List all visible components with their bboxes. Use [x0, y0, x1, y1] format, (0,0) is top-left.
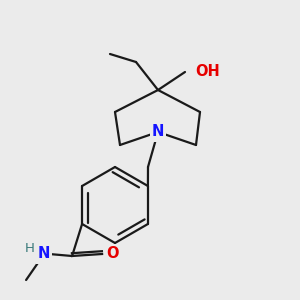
Text: N: N [152, 124, 164, 140]
Text: O: O [106, 247, 118, 262]
Text: OH: OH [195, 64, 220, 80]
Text: N: N [38, 247, 50, 262]
Text: H: H [25, 242, 35, 254]
